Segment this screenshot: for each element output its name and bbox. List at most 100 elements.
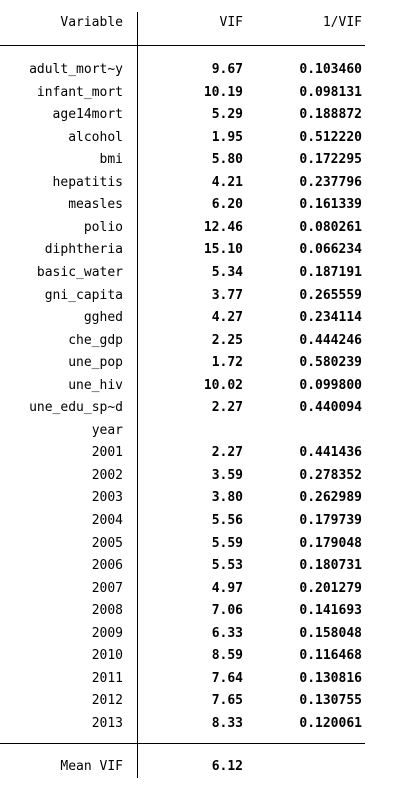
- row-inv-vif: 0.201279: [299, 578, 362, 600]
- row-vif: 5.53: [212, 555, 243, 577]
- row-inv-vif: 0.262989: [299, 487, 362, 509]
- row-inv-vif: 0.265559: [299, 285, 362, 307]
- row-vif: 9.67: [212, 59, 243, 81]
- row-vif: 5.34: [212, 262, 243, 284]
- column-separator: [137, 12, 138, 778]
- row-variable: 2001: [92, 442, 123, 464]
- row-inv-vif: 0.180731: [299, 555, 362, 577]
- row-vif: 8.59: [212, 645, 243, 667]
- table-row: 2003 3.80 0.262989: [0, 487, 401, 509]
- row-vif: 3.59: [212, 465, 243, 487]
- row-inv-vif: 0.099800: [299, 375, 362, 397]
- row-vif: 7.64: [212, 668, 243, 690]
- row-inv-vif: 0.188872: [299, 104, 362, 126]
- table-row: une_edu_sp~d 2.27 0.440094: [0, 397, 401, 419]
- row-variable: alcohol: [68, 127, 123, 149]
- row-vif: 12.46: [204, 217, 243, 239]
- row-vif: 2.27: [212, 442, 243, 464]
- row-inv-vif: 0.158048: [299, 623, 362, 645]
- table-row: alcohol 1.95 0.512220: [0, 127, 401, 149]
- table-row: infant_mort 10.19 0.098131: [0, 82, 401, 104]
- table-row: 2008 7.06 0.141693: [0, 600, 401, 622]
- row-variable: 2007: [92, 578, 123, 600]
- table-row: gghed 4.27 0.234114: [0, 307, 401, 329]
- header-inv-vif: 1/VIF: [323, 12, 362, 34]
- row-variable: 2002: [92, 465, 123, 487]
- row-vif: 2.27: [212, 397, 243, 419]
- row-vif: 3.77: [212, 285, 243, 307]
- row-inv-vif: 0.441436: [299, 442, 362, 464]
- row-variable: 2012: [92, 690, 123, 712]
- row-inv-vif: 0.187191: [299, 262, 362, 284]
- table-row: 2009 6.33 0.158048: [0, 623, 401, 645]
- row-variable: age14mort: [53, 104, 123, 126]
- footer-rule: [0, 743, 365, 744]
- row-variable: 2010: [92, 645, 123, 667]
- row-variable: diphtheria: [45, 239, 123, 261]
- table-row: bmi 5.80 0.172295: [0, 149, 401, 171]
- row-variable: gghed: [84, 307, 123, 329]
- row-vif: 15.10: [204, 239, 243, 261]
- table-row: polio 12.46 0.080261: [0, 217, 401, 239]
- row-vif: 1.95: [212, 127, 243, 149]
- table-row: 2007 4.97 0.201279: [0, 578, 401, 600]
- row-vif: 2.25: [212, 330, 243, 352]
- table-row: adult_mort~y 9.67 0.103460: [0, 59, 401, 81]
- table-row: 2001 2.27 0.441436: [0, 442, 401, 464]
- row-vif: 10.02: [204, 375, 243, 397]
- row-vif: 6.20: [212, 194, 243, 216]
- table-row: measles 6.20 0.161339: [0, 194, 401, 216]
- row-inv-vif: 0.066234: [299, 239, 362, 261]
- header-row: Variable VIF 1/VIF: [0, 12, 401, 34]
- row-variable: 2006: [92, 555, 123, 577]
- table-row: 2010 8.59 0.116468: [0, 645, 401, 667]
- row-vif: 4.27: [212, 307, 243, 329]
- row-vif: 5.80: [212, 149, 243, 171]
- table-row: 2006 5.53 0.180731: [0, 555, 401, 577]
- table-row: 2004 5.56 0.179739: [0, 510, 401, 532]
- row-variable: 2003: [92, 487, 123, 509]
- row-inv-vif: 0.103460: [299, 59, 362, 81]
- row-variable: 2005: [92, 533, 123, 555]
- row-inv-vif: 0.130755: [299, 690, 362, 712]
- row-inv-vif: 0.120061: [299, 713, 362, 735]
- row-vif: 7.06: [212, 600, 243, 622]
- table-row: 2013 8.33 0.120061: [0, 713, 401, 735]
- row-inv-vif: 0.580239: [299, 352, 362, 374]
- row-inv-vif: 0.172295: [299, 149, 362, 171]
- row-vif: 5.59: [212, 533, 243, 555]
- footer-label: Mean VIF: [60, 756, 123, 778]
- row-inv-vif: 0.130816: [299, 668, 362, 690]
- row-variable: che_gdp: [68, 330, 123, 352]
- header-variable: Variable: [60, 12, 123, 34]
- row-vif: 7.65: [212, 690, 243, 712]
- table-row: une_pop 1.72 0.580239: [0, 352, 401, 374]
- table-row: 2012 7.65 0.130755: [0, 690, 401, 712]
- row-vif: 10.19: [204, 82, 243, 104]
- row-inv-vif: 0.179048: [299, 533, 362, 555]
- header-vif: VIF: [220, 12, 243, 34]
- row-variable: une_edu_sp~d: [29, 397, 123, 419]
- row-inv-vif: 0.080261: [299, 217, 362, 239]
- row-vif: 5.56: [212, 510, 243, 532]
- row-inv-vif: 0.234114: [299, 307, 362, 329]
- row-variable: gni_capita: [45, 285, 123, 307]
- row-inv-vif: 0.237796: [299, 172, 362, 194]
- row-variable: year: [92, 420, 123, 442]
- row-vif: 1.72: [212, 352, 243, 374]
- row-vif: 3.80: [212, 487, 243, 509]
- row-variable: hepatitis: [53, 172, 123, 194]
- row-variable: basic_water: [37, 262, 123, 284]
- row-variable: polio: [84, 217, 123, 239]
- row-inv-vif: 0.116468: [299, 645, 362, 667]
- row-variable: infant_mort: [37, 82, 123, 104]
- table-row: 2002 3.59 0.278352: [0, 465, 401, 487]
- row-inv-vif: 0.440094: [299, 397, 362, 419]
- row-variable: 2009: [92, 623, 123, 645]
- row-inv-vif: 0.098131: [299, 82, 362, 104]
- footer-mean-vif: 6.12: [212, 756, 243, 778]
- table-row: basic_water 5.34 0.187191: [0, 262, 401, 284]
- table-row: 2005 5.59 0.179048: [0, 533, 401, 555]
- row-inv-vif: 0.161339: [299, 194, 362, 216]
